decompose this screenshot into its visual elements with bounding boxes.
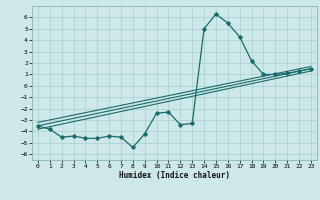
X-axis label: Humidex (Indice chaleur): Humidex (Indice chaleur) bbox=[119, 171, 230, 180]
